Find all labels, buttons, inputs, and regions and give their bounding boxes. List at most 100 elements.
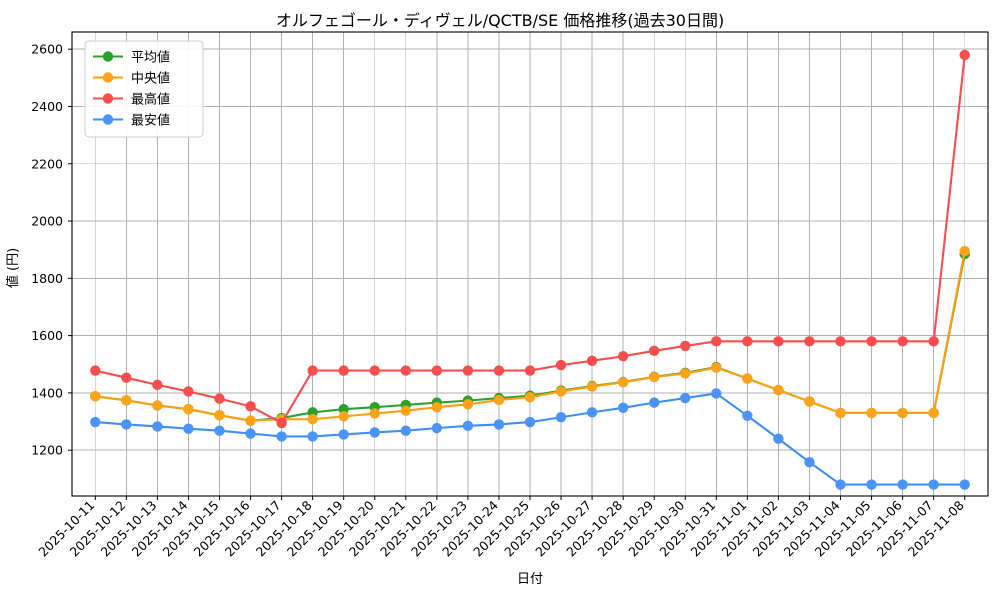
- data-point-marker: [959, 479, 970, 490]
- data-point-marker: [121, 372, 132, 383]
- data-point-marker: [462, 399, 474, 410]
- data-point-marker: [835, 479, 846, 490]
- legend-swatch-marker: [102, 51, 114, 62]
- data-point-marker: [338, 365, 349, 376]
- legend-label: 最安値: [131, 113, 170, 129]
- data-point-marker: [649, 397, 660, 408]
- legend-swatch-marker: [102, 93, 114, 104]
- data-point-marker: [338, 404, 349, 415]
- y-axis-tick-labels: 1200 1400 1600 1800 2000 2200 2400 2600: [31, 42, 63, 458]
- series-中央値: [90, 245, 970, 426]
- data-point-marker: [183, 423, 194, 434]
- data-point-marker: [742, 410, 753, 421]
- data-point-marker: [152, 400, 163, 411]
- y-tick-label: 1400: [31, 385, 63, 400]
- data-point-marker: [897, 407, 908, 419]
- axis-ticks: [68, 48, 966, 500]
- data-point-marker: [711, 362, 722, 373]
- data-point-marker: [400, 405, 411, 416]
- data-point-marker: [586, 407, 598, 418]
- data-point-marker: [742, 336, 753, 347]
- legend-item-平均値[interactable]: 平均値: [93, 50, 170, 66]
- legend-label: 平均値: [131, 50, 170, 66]
- data-point-marker: [214, 410, 225, 421]
- data-point-marker: [121, 419, 132, 430]
- legend-item-最高値[interactable]: 最高値: [93, 92, 170, 108]
- data-point-marker: [742, 373, 753, 384]
- legend-label: 最高値: [131, 92, 170, 108]
- data-point-marker: [462, 420, 474, 432]
- data-point-marker: [555, 412, 567, 423]
- data-point-marker: [400, 365, 411, 376]
- data-point-marker: [897, 479, 908, 490]
- data-point-marker: [369, 408, 380, 419]
- y-tick-label: 1600: [31, 328, 63, 343]
- data-point-marker: [711, 336, 722, 347]
- legend-label: 中央値: [131, 71, 170, 87]
- data-point-marker: [866, 336, 877, 347]
- data-point-marker: [773, 336, 784, 347]
- data-point-marker: [617, 351, 629, 362]
- legend-background: [84, 40, 204, 138]
- data-point-marker: [245, 428, 256, 439]
- data-point-marker: [586, 355, 598, 367]
- data-point-marker: [928, 336, 939, 347]
- chart-title: オルフェゴール・ディヴェル/QCTB/SE 価格推移(過去30日間): [276, 11, 724, 30]
- data-point-marker: [711, 388, 722, 399]
- data-point-marker: [866, 407, 877, 419]
- data-point-marker: [928, 407, 939, 419]
- legend-item-中央値[interactable]: 中央値: [93, 71, 170, 87]
- data-point-marker: [524, 365, 536, 376]
- data-point-marker: [835, 407, 846, 419]
- data-point-marker: [276, 417, 287, 429]
- data-point-marker: [835, 336, 846, 347]
- data-point-marker: [431, 422, 443, 434]
- data-point-marker: [555, 386, 567, 397]
- data-point-marker: [493, 394, 505, 406]
- data-point-marker: [773, 433, 784, 444]
- data-point-marker: [897, 336, 908, 347]
- y-tick-label: 1200: [31, 443, 63, 458]
- data-point-marker: [214, 425, 225, 436]
- data-point-marker: [369, 365, 380, 376]
- data-point-marker: [307, 431, 318, 442]
- legend-swatch-marker: [102, 114, 114, 125]
- data-point-marker: [152, 421, 163, 432]
- data-point-marker: [307, 414, 318, 425]
- data-point-marker: [617, 402, 629, 413]
- data-point-marker: [121, 395, 132, 406]
- series-lines: [90, 49, 970, 490]
- plot-area-frame: [71, 31, 989, 497]
- y-tick-label: 1800: [31, 271, 63, 286]
- data-point-marker: [338, 411, 349, 422]
- data-point-marker: [245, 401, 256, 412]
- legend-item-最安値[interactable]: 最安値: [93, 113, 170, 129]
- data-point-marker: [680, 368, 691, 379]
- data-point-marker: [680, 392, 691, 404]
- y-tick-label: 2000: [31, 214, 63, 229]
- data-point-marker: [555, 359, 567, 371]
- data-point-marker: [524, 391, 536, 403]
- data-point-marker: [183, 386, 194, 397]
- data-point-marker: [431, 402, 443, 413]
- data-point-marker: [338, 429, 349, 440]
- data-point-marker: [369, 427, 380, 438]
- data-point-marker: [152, 379, 163, 391]
- data-point-marker: [773, 384, 784, 396]
- data-point-marker: [959, 245, 970, 257]
- data-point-marker: [90, 391, 101, 402]
- x-axis-title: 日付: [517, 572, 543, 587]
- data-point-marker: [90, 416, 101, 428]
- data-point-marker: [245, 415, 256, 426]
- data-point-marker: [959, 49, 970, 61]
- data-point-marker: [276, 431, 287, 442]
- data-point-marker: [493, 419, 505, 430]
- data-point-marker: [586, 381, 598, 392]
- data-point-marker: [866, 479, 877, 490]
- data-point-marker: [804, 336, 815, 347]
- series-最安値: [90, 388, 970, 490]
- y-tick-label: 2200: [31, 156, 63, 171]
